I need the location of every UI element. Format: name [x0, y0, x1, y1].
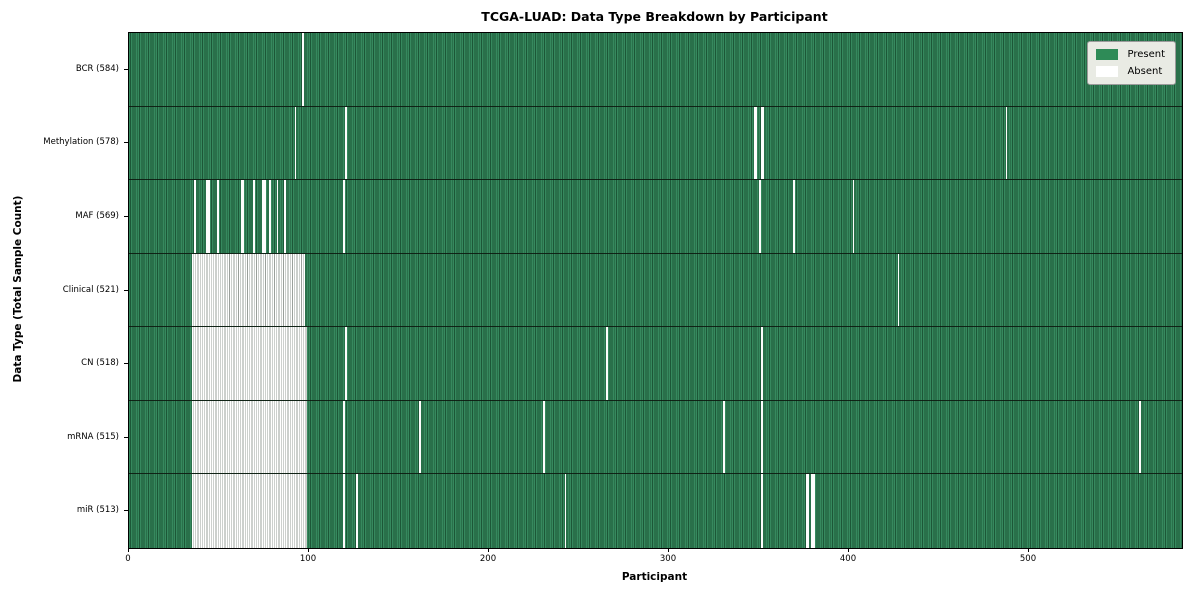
absent-stripe	[760, 474, 763, 548]
legend-label-absent: Absent	[1127, 66, 1163, 77]
absent-stripe	[343, 180, 345, 253]
x-tick-label: 400	[839, 554, 857, 564]
absent-stripe	[217, 180, 219, 253]
absent-stripe	[418, 400, 421, 474]
y-tick-mark	[124, 510, 128, 512]
x-tick-mark	[128, 548, 129, 552]
heatmap-row-mrna	[129, 400, 1182, 475]
absent-stripe	[192, 253, 306, 327]
absent-stripe	[253, 180, 255, 253]
x-tick-label: 200	[479, 554, 497, 564]
absent-stripe	[793, 180, 795, 253]
absent-swatch-icon	[1096, 66, 1119, 77]
x-tick-mark	[1028, 548, 1029, 552]
absent-stripe	[760, 106, 765, 180]
absent-stripe	[564, 474, 567, 548]
legend-item-present: Present	[1096, 49, 1165, 60]
y-tick-mark	[124, 68, 128, 70]
absent-stripe	[192, 327, 308, 400]
present-swatch-icon	[1096, 49, 1119, 60]
absent-stripe	[262, 180, 266, 253]
absent-stripe	[543, 400, 545, 474]
absent-stripe	[193, 180, 196, 253]
heatmap-row-mir	[129, 474, 1182, 548]
legend-label-present: Present	[1127, 49, 1165, 60]
y-tick-mark	[124, 215, 128, 217]
absent-stripe	[345, 106, 347, 180]
absent-stripe	[343, 474, 345, 548]
x-tick-label: 0	[125, 554, 131, 564]
x-tick-mark	[668, 548, 669, 552]
legend: Present Absent	[1087, 41, 1176, 85]
absent-stripe	[723, 400, 725, 474]
absent-stripe	[852, 180, 855, 253]
absent-stripe	[192, 474, 308, 548]
absent-stripe	[606, 327, 608, 400]
absent-stripe	[192, 400, 308, 474]
x-tick-label: 500	[1019, 554, 1037, 564]
y-tick-label: MAF (569)	[75, 210, 119, 221]
y-tick-label: Methylation (578)	[43, 137, 119, 148]
heatmap-row-methylation	[129, 106, 1182, 181]
absent-stripe	[276, 180, 279, 253]
y-tick-mark	[124, 363, 128, 365]
y-tick-mark	[124, 436, 128, 438]
x-tick-label: 300	[659, 554, 677, 564]
absent-stripe	[345, 327, 347, 400]
y-tick-label: mRNA (515)	[67, 431, 119, 442]
y-tick-mark	[124, 289, 128, 291]
absent-stripe	[811, 474, 815, 548]
x-tick-mark	[308, 548, 309, 552]
absent-stripe	[760, 400, 763, 474]
absent-stripe	[301, 33, 304, 106]
absent-stripe	[283, 180, 286, 253]
heatmap-row-clinical	[129, 253, 1182, 328]
chart-title: TCGA-LUAD: Data Type Breakdown by Partic…	[481, 9, 828, 24]
y-tick-label: Clinical (521)	[62, 284, 119, 295]
y-tick-label: BCR (584)	[75, 63, 119, 74]
x-tick-mark	[848, 548, 849, 552]
absent-stripe	[805, 474, 810, 548]
x-tick-label: 100	[299, 554, 317, 564]
x-axis-label: Participant	[621, 571, 688, 583]
heatmap-plot: Present Absent	[128, 32, 1183, 549]
absent-stripe	[269, 180, 272, 253]
y-tick-mark	[124, 142, 128, 144]
absent-stripe	[760, 327, 763, 400]
absent-stripe	[897, 253, 900, 327]
absent-stripe	[355, 474, 358, 548]
absent-stripe	[343, 400, 345, 474]
absent-stripe	[294, 106, 297, 180]
heatmap-row-bcr	[129, 33, 1182, 107]
absent-stripe	[759, 180, 761, 253]
legend-item-absent: Absent	[1096, 66, 1165, 77]
absent-stripe	[753, 106, 758, 180]
heatmap-row-maf	[129, 180, 1182, 254]
y-tick-label: miR (513)	[76, 505, 119, 516]
absent-stripe	[206, 180, 210, 253]
x-tick-mark	[488, 548, 489, 552]
absent-stripe	[240, 180, 245, 253]
absent-stripe	[1138, 400, 1141, 474]
y-tick-label: CN (518)	[81, 358, 119, 369]
absent-stripe	[1005, 106, 1008, 180]
heatmap-row-cn	[129, 327, 1182, 401]
